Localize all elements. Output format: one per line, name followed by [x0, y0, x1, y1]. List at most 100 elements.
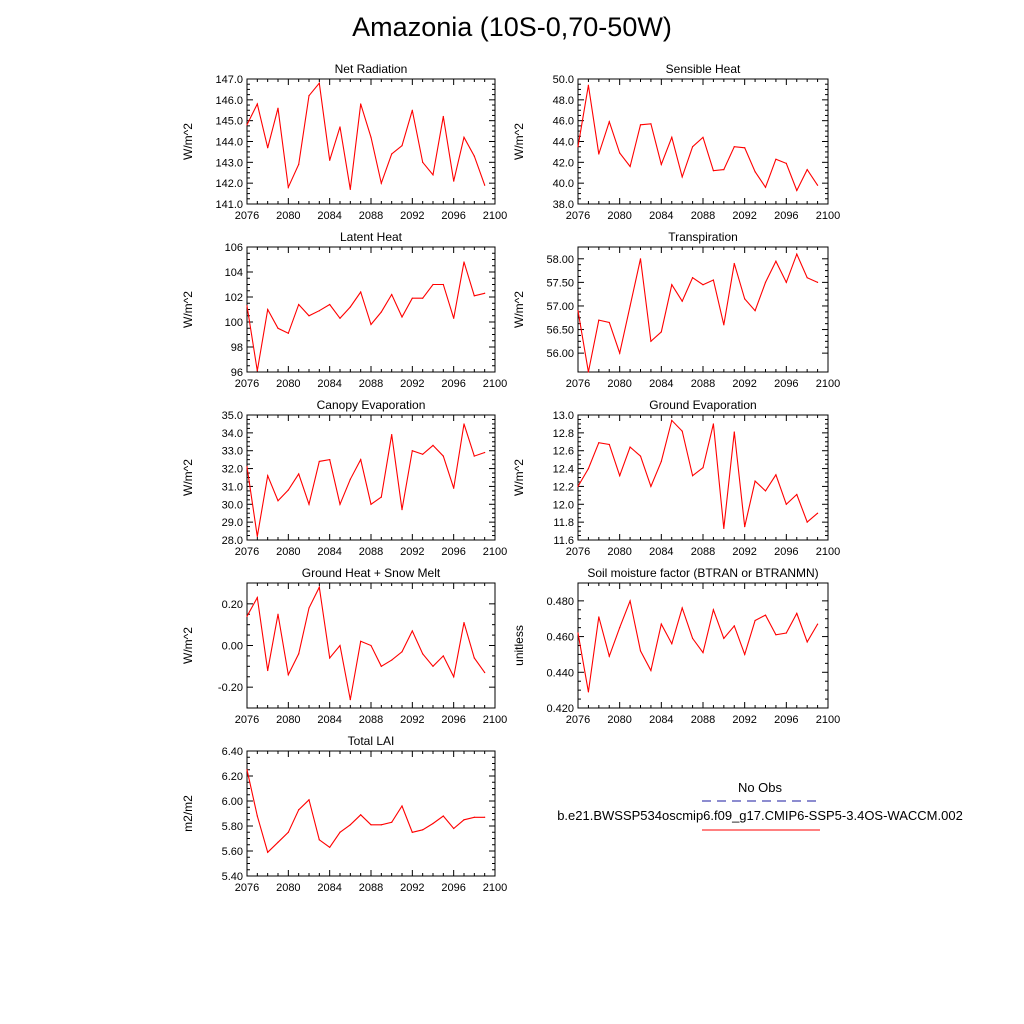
data-point [246, 466, 248, 468]
x-tick-label: 2100 [816, 546, 840, 558]
x-tick-label: 2096 [441, 210, 465, 222]
y-tick-label: 31.0 [222, 481, 243, 493]
data-point [339, 126, 341, 128]
data-point [308, 503, 310, 505]
data-point [587, 371, 590, 373]
data-point [619, 627, 621, 629]
data-point [816, 184, 819, 186]
plot-frame [577, 582, 829, 709]
data-point [754, 480, 756, 482]
data-point [318, 839, 320, 841]
x-tick-label: 2092 [400, 714, 424, 726]
y-tick-label: 6.20 [222, 771, 243, 783]
data-point [432, 444, 434, 446]
data-point [401, 651, 403, 653]
data-point [608, 121, 610, 123]
y-tick-label: 6.00 [222, 796, 243, 808]
x-tick-label: 2096 [774, 210, 798, 222]
data-point [608, 443, 610, 446]
data-point [287, 186, 289, 188]
data-point [639, 455, 642, 457]
data-point [629, 165, 631, 168]
data-point [411, 109, 413, 111]
x-tick-label: 2096 [774, 714, 798, 726]
x-tick-label: 2100 [483, 546, 507, 558]
data-point [308, 95, 310, 97]
chart-title: Ground Evaporation [649, 398, 756, 412]
y-tick-label: 146.0 [215, 95, 243, 107]
data-point [380, 182, 382, 184]
chart-title: Sensible Heat [666, 62, 741, 76]
y-axis-label: W/m^2 [512, 459, 526, 496]
x-tick-label: 2092 [732, 378, 756, 390]
data-point [349, 478, 351, 480]
data-point [360, 291, 362, 293]
y-tick-label: 98 [231, 342, 243, 354]
data-point [785, 162, 787, 164]
data-point [639, 650, 642, 652]
chart-title: Ground Heat + Snow Melt [302, 566, 441, 580]
y-tick-label: 29.0 [222, 517, 243, 529]
data-point [360, 459, 362, 461]
data-point [608, 655, 610, 657]
y-tick-label: 0.460 [546, 632, 574, 644]
data-point [411, 297, 413, 299]
data-point [587, 84, 590, 86]
x-tick-label: 2088 [691, 210, 715, 222]
y-axis-label: W/m^2 [181, 123, 195, 160]
data-point [339, 503, 341, 505]
data-point [267, 851, 269, 853]
data-point [401, 316, 403, 318]
data-point [287, 332, 289, 334]
data-point [484, 451, 486, 454]
data-point [671, 136, 673, 138]
data-point [702, 136, 704, 138]
data-point [764, 186, 767, 188]
data-point [287, 489, 289, 491]
data-point [391, 659, 393, 661]
data-point [691, 277, 694, 279]
data-point [754, 310, 756, 312]
x-tick-label: 2088 [691, 714, 715, 726]
x-tick-label: 2080 [607, 546, 631, 558]
data-point [442, 283, 444, 286]
x-tick-label: 2092 [732, 210, 756, 222]
data-point [764, 490, 767, 492]
panel-canopy-evaporation: Canopy Evaporation W/m^2 2076 2080 2084 2088 2… [181, 398, 507, 558]
data-point [639, 124, 642, 126]
data-point [277, 841, 279, 843]
data-point [775, 474, 777, 476]
data-point [733, 262, 735, 265]
y-tick-label: 5.40 [222, 871, 243, 883]
series-line-transpiration [577, 252, 818, 373]
data-point [318, 82, 320, 84]
data-point [246, 124, 248, 126]
x-tick-label: 2076 [235, 210, 259, 222]
data-point [702, 467, 704, 469]
data-point [380, 496, 382, 498]
x-tick-label: 2076 [566, 210, 590, 222]
data-point [298, 163, 300, 166]
data-point [391, 821, 393, 823]
x-tick-label: 2092 [732, 714, 756, 726]
data-point [308, 799, 310, 801]
y-tick-label: 28.0 [222, 535, 243, 547]
x-tick-label: 2092 [400, 882, 424, 894]
chart-title: Canopy Evaporation [317, 398, 426, 412]
data-point [318, 310, 320, 312]
data-point [712, 609, 715, 611]
x-tick-label: 2096 [441, 882, 465, 894]
panel-net-radiation: Net Radiation W/m^2 2076 2080 2084 2088 2092 20… [181, 62, 507, 222]
data-point [608, 321, 610, 324]
data-point [463, 136, 465, 138]
data-point [473, 295, 475, 297]
data-point [650, 340, 652, 342]
data-point [432, 822, 434, 825]
data-point [349, 824, 351, 826]
y-tick-label: 5.80 [222, 821, 243, 833]
x-tick-label: 2100 [483, 882, 507, 894]
y-tick-label: 141.0 [215, 199, 243, 211]
panel-latent-heat: Latent Heat W/m^2 2076 2080 2084 2088 2092 2096… [181, 230, 507, 390]
data-point [432, 174, 434, 176]
chart-title: Net Radiation [335, 62, 408, 76]
